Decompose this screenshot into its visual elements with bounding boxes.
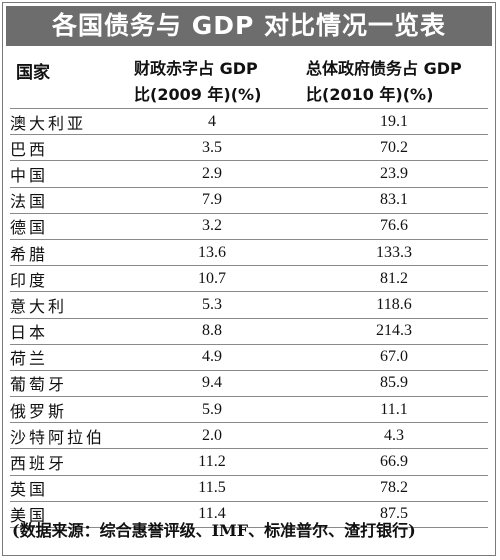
debt-cell: 133.3 [300, 239, 488, 267]
country-cell: 印度 [10, 265, 124, 293]
country-cell: 澳大利亚 [10, 107, 124, 136]
debt-cell: 4.3 [300, 422, 488, 450]
deficit-cell: 8.8 [124, 318, 300, 345]
debt-cell: 85.9 [300, 370, 488, 398]
deficit-cell: 3.5 [124, 134, 300, 162]
country-cell: 希腊 [10, 239, 124, 267]
table-row: 德国 3.2 76.6 [10, 213, 488, 240]
deficit-cell: 9.4 [124, 370, 300, 398]
debt-cell: 83.1 [300, 187, 488, 214]
deficit-cell: 13.6 [124, 239, 300, 267]
table-row: 英国 11.5 78.2 [10, 475, 488, 502]
table-row: 葡萄牙 9.4 85.9 [10, 370, 488, 398]
deficit-cell: 4 [124, 107, 300, 136]
debt-cell: 66.9 [300, 448, 488, 476]
country-cell: 意大利 [10, 291, 124, 319]
table-row: 美国 11.4 87.5 [10, 501, 488, 529]
table-row: 澳大利亚 4 19.1 [10, 107, 488, 136]
table-row: 意大利 5.3 118.6 [10, 291, 488, 319]
deficit-cell: 5.3 [124, 291, 300, 319]
table-row: 希腊 13.6 133.3 [10, 239, 488, 267]
header-debt: 总体政府债务占 GDP 比(2010 年)(%) [306, 56, 462, 116]
header-debt-line2: 比(2010 年)(%) [306, 85, 434, 104]
debt-cell: 81.2 [300, 265, 488, 293]
header-deficit: 财政赤字占 GDP 比(2009 年)(%) [134, 56, 261, 116]
country-cell: 荷兰 [10, 344, 124, 371]
country-cell: 美国 [10, 501, 124, 529]
debt-cell: 118.6 [300, 291, 488, 319]
deficit-cell: 11.5 [124, 475, 300, 502]
deficit-cell: 4.9 [124, 344, 300, 371]
country-cell: 巴西 [10, 134, 124, 162]
debt-cell: 87.5 [300, 501, 488, 529]
table-row: 巴西 3.5 70.2 [10, 134, 488, 162]
country-cell: 德国 [10, 213, 124, 240]
debt-cell: 19.1 [300, 107, 488, 136]
country-cell: 英国 [10, 475, 124, 502]
table-row: 西班牙 11.2 66.9 [10, 448, 488, 476]
header-deficit-line1: 财政赤字占 GDP [134, 59, 258, 78]
source-footnote: (数据来源：综合惠誉评级、IMF、标准普尔、渣打银行) [12, 521, 416, 540]
deficit-cell: 3.2 [124, 213, 300, 240]
header-country: 国家 [16, 63, 50, 83]
debt-cell: 70.2 [300, 134, 488, 162]
deficit-cell: 5.9 [124, 396, 300, 424]
table-row: 日本 8.8 214.3 [10, 318, 488, 345]
table-row: 荷兰 4.9 67.0 [10, 344, 488, 371]
deficit-cell: 10.7 [124, 265, 300, 293]
deficit-cell: 2.9 [124, 160, 300, 188]
country-cell: 葡萄牙 [10, 370, 124, 398]
country-cell: 法国 [10, 187, 124, 214]
deficit-cell: 7.9 [124, 187, 300, 214]
debt-cell: 23.9 [300, 160, 488, 188]
table-row: 沙特阿拉伯 2.0 4.3 [10, 422, 488, 450]
deficit-cell: 11.4 [124, 501, 300, 529]
debt-cell: 11.1 [300, 396, 488, 424]
table-frame [2, 2, 496, 556]
debt-cell: 78.2 [300, 475, 488, 502]
debt-cell: 67.0 [300, 344, 488, 371]
country-cell: 西班牙 [10, 448, 124, 476]
deficit-cell: 2.0 [124, 422, 300, 450]
table-title: 各国债务与 GDP 对比情况一览表 [6, 6, 492, 46]
country-cell: 中国 [10, 160, 124, 188]
debt-cell: 76.6 [300, 213, 488, 240]
table-row: 印度 10.7 81.2 [10, 265, 488, 293]
header-debt-line1: 总体政府债务占 GDP [306, 59, 462, 78]
debt-cell: 214.3 [300, 318, 488, 345]
header-deficit-line2: 比(2009 年)(%) [134, 85, 262, 104]
table-row: 中国 2.9 23.9 [10, 160, 488, 188]
table-row: 法国 7.9 83.1 [10, 187, 488, 214]
country-cell: 沙特阿拉伯 [10, 422, 124, 450]
table-header: 国家 财政赤字占 GDP 比(2009 年)(%) 总体政府债务占 GDP 比(… [6, 52, 492, 112]
country-cell: 日本 [10, 318, 124, 345]
data-table: 澳大利亚 4 19.1 巴西 3.5 70.2 中国 2.9 23.9 法国 7.9 83.1 … [10, 107, 488, 529]
deficit-cell: 11.2 [124, 448, 300, 476]
country-cell: 俄罗斯 [10, 396, 124, 424]
table-row: 俄罗斯 5.9 11.1 [10, 396, 488, 424]
